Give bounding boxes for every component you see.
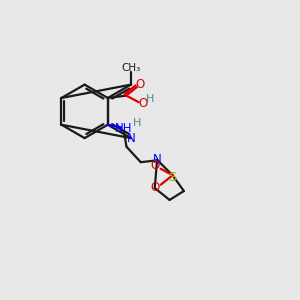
Text: NH: NH — [116, 122, 133, 135]
Text: O: O — [136, 78, 145, 92]
Text: N: N — [127, 132, 135, 145]
Text: N: N — [153, 153, 161, 166]
Text: CH₃: CH₃ — [121, 63, 141, 73]
Text: O: O — [151, 181, 160, 194]
Text: S: S — [168, 171, 177, 184]
Text: H: H — [132, 118, 141, 128]
Text: H: H — [146, 94, 154, 103]
Text: O: O — [151, 159, 160, 172]
Text: O: O — [138, 97, 147, 110]
